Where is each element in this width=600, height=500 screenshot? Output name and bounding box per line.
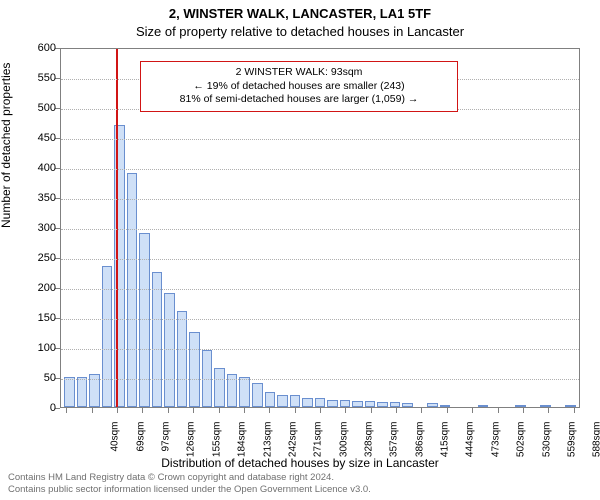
histogram-bar [540,405,551,407]
ytick-label: 50 [6,372,56,384]
legend-line-3: 81% of semi-detached houses are larger (… [149,93,449,107]
xtick-mark [523,408,524,413]
histogram-bar [102,266,113,407]
histogram-bar [315,398,326,407]
xtick-mark [320,408,321,413]
legend-line-1: 2 WINSTER WALK: 93sqm [149,66,449,80]
xtick-mark [574,408,575,413]
ytick-label: 500 [6,102,56,114]
histogram-bar [302,398,313,407]
xtick-mark [66,408,67,413]
ytick-label: 0 [6,402,56,414]
histogram-bar [77,377,88,407]
histogram-bar [365,401,376,407]
xtick-mark [472,408,473,413]
gridline-h [61,349,579,350]
histogram-bar [352,401,363,407]
gridline-h [61,139,579,140]
histogram-bar [340,400,351,407]
histogram-bar [515,405,526,407]
ytick-label: 600 [6,42,56,54]
xtick-mark [219,408,220,413]
footer-line-2: Contains public sector information licen… [8,484,371,496]
xtick-mark [345,408,346,413]
chart-container: 2, WINSTER WALK, LANCASTER, LA1 5TF Size… [0,0,600,500]
xtick-mark [92,408,93,413]
histogram-bar [277,395,288,407]
footer-attribution: Contains HM Land Registry data © Crown c… [8,472,371,496]
ytick-label: 450 [6,132,56,144]
histogram-bar [189,332,200,407]
histogram-bar [64,377,75,407]
legend-line-2: ← 19% of detached houses are smaller (24… [149,80,449,94]
x-axis-label: Distribution of detached houses by size … [0,456,600,470]
footer-line-1: Contains HM Land Registry data © Crown c… [8,472,371,484]
xtick-mark [498,408,499,413]
histogram-bar [427,403,438,407]
histogram-bar [327,400,338,407]
histogram-bar [177,311,188,407]
histogram-bar [164,293,175,407]
xtick-mark [371,408,372,413]
gridline-h [61,229,579,230]
histogram-bar [377,402,388,407]
gridline-h [61,169,579,170]
xtick-mark [244,408,245,413]
ytick-label: 100 [6,342,56,354]
gridline-h [61,199,579,200]
property-marker-line [116,49,118,407]
histogram-bar [265,392,276,407]
histogram-bar [214,368,225,407]
gridline-h [61,319,579,320]
histogram-bar [478,405,489,407]
chart-title-sub: Size of property relative to detached ho… [0,24,600,39]
ytick-label: 300 [6,222,56,234]
ytick-label: 200 [6,282,56,294]
histogram-bar [402,403,413,407]
ytick-label: 250 [6,252,56,264]
xtick-mark [421,408,422,413]
xtick-mark [168,408,169,413]
histogram-bar [440,405,451,407]
chart-title-main: 2, WINSTER WALK, LANCASTER, LA1 5TF [0,6,600,21]
xtick-mark [117,408,118,413]
xtick-mark [548,408,549,413]
gridline-h [61,379,579,380]
histogram-bar [290,395,301,407]
xtick-mark [295,408,296,413]
ytick-label: 400 [6,162,56,174]
ytick-label: 350 [6,192,56,204]
histogram-bar [390,402,401,407]
legend-callout-box: 2 WINSTER WALK: 93sqm ← 19% of detached … [140,61,458,112]
xtick-mark [447,408,448,413]
gridline-h [61,289,579,290]
histogram-bar [152,272,163,407]
histogram-bar [565,405,576,407]
xtick-mark [269,408,270,413]
xtick-mark [142,408,143,413]
histogram-bar [239,377,250,407]
ytick-label: 150 [6,312,56,324]
xtick-mark [193,408,194,413]
gridline-h [61,259,579,260]
ytick-label: 550 [6,72,56,84]
histogram-bar [252,383,263,407]
histogram-bar [127,173,138,407]
xtick-mark [396,408,397,413]
